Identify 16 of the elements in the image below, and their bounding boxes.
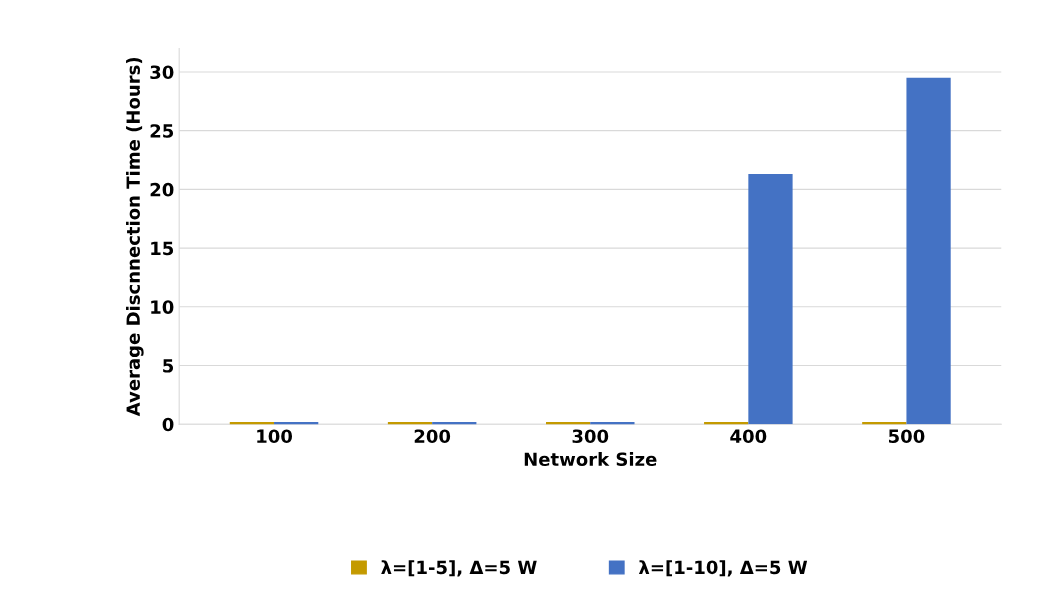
legend-label: λ=[1-10], Δ=5 W [638, 560, 808, 577]
legend-label: λ=[1-5], Δ=5 W [381, 560, 537, 577]
x-tick-label: 300 [572, 429, 609, 444]
x-tick-label: 100 [257, 429, 293, 444]
x-tick-label: 200 [414, 429, 451, 444]
y-tick-label: 30 [150, 65, 174, 80]
y-axis-title: Average Discnnection Time (Hours) [126, 57, 144, 417]
x-tick-label: 500 [888, 429, 925, 444]
x-tick-label: 400 [730, 429, 767, 444]
y-tick-label: 5 [163, 359, 174, 373]
y-tick-label: 10 [151, 300, 174, 314]
y-tick-label: 20 [150, 182, 174, 197]
y-tick-label: 25 [150, 124, 174, 138]
y-tick-label: 15 [151, 241, 174, 256]
x-axis-title: Network Size [524, 452, 657, 467]
y-tick-label: 0 [162, 417, 174, 432]
